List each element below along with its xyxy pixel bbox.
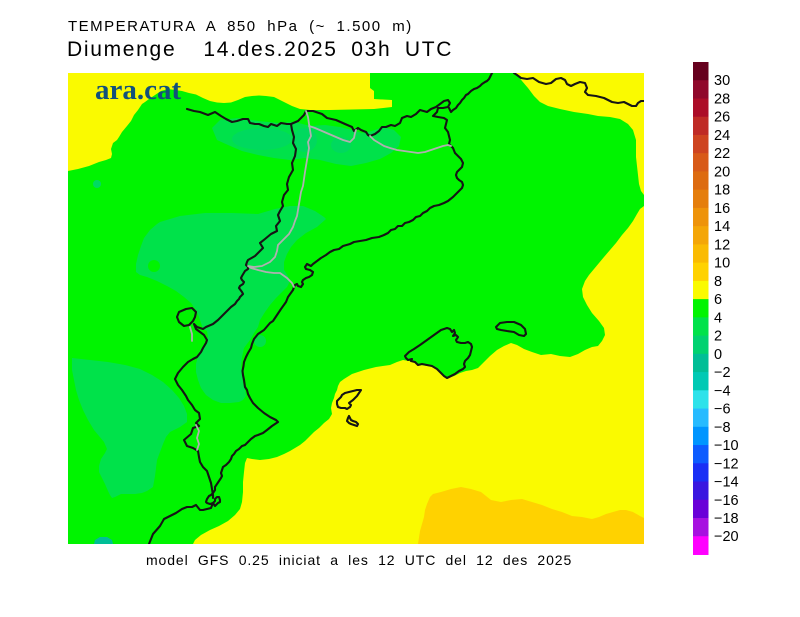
svg-text:12: 12 xyxy=(714,237,730,253)
svg-text:8: 8 xyxy=(714,274,722,290)
svg-text:10: 10 xyxy=(714,256,730,272)
svg-text:20: 20 xyxy=(714,164,730,180)
svg-text:30: 30 xyxy=(714,73,730,89)
svg-text:22: 22 xyxy=(714,146,730,162)
svg-text:−10: −10 xyxy=(714,438,739,454)
svg-text:−8: −8 xyxy=(714,420,731,436)
svg-text:−18: −18 xyxy=(714,511,739,527)
svg-text:18: 18 xyxy=(714,183,730,199)
svg-text:0: 0 xyxy=(714,347,722,363)
svg-text:−16: −16 xyxy=(714,493,739,509)
svg-text:26: 26 xyxy=(714,110,730,126)
svg-text:−6: −6 xyxy=(714,402,731,418)
svg-text:6: 6 xyxy=(714,292,722,308)
svg-text:−20: −20 xyxy=(714,529,739,545)
svg-text:4: 4 xyxy=(714,310,722,326)
svg-text:24: 24 xyxy=(714,128,730,144)
svg-text:28: 28 xyxy=(714,91,730,107)
svg-text:−14: −14 xyxy=(714,475,739,491)
svg-text:−4: −4 xyxy=(714,383,731,399)
svg-text:−12: −12 xyxy=(714,456,739,472)
svg-text:2: 2 xyxy=(714,329,722,345)
svg-text:14: 14 xyxy=(714,219,730,235)
svg-text:−2: −2 xyxy=(714,365,731,381)
svg-text:16: 16 xyxy=(714,201,730,217)
